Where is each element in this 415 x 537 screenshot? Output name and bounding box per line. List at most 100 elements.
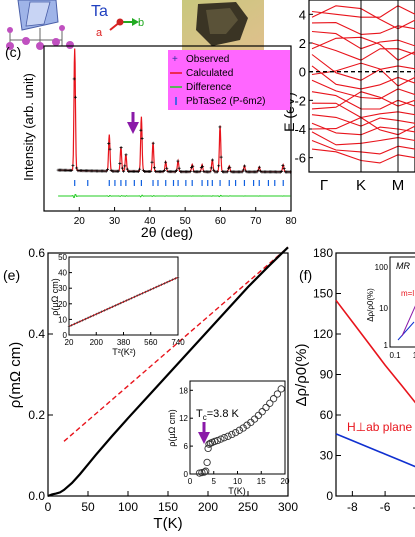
- mr-inset-ytick-10: 10: [379, 304, 388, 313]
- tc-ticks: 0 5 10 15 20 0 6 12 18: [179, 386, 290, 486]
- t2-ytick-label: 20: [58, 300, 67, 309]
- tc-ytick-label: 12: [179, 414, 188, 423]
- t2-data-point: [130, 296, 133, 300]
- tc-data-point: [220, 434, 228, 442]
- xrd-observed-point: [151, 141, 155, 145]
- tc-data-point: [250, 415, 259, 423]
- atom-icon: [6, 42, 14, 50]
- xrd-xticks: 20 30 40 50 60 70 80: [74, 207, 297, 227]
- mr-ytick-label: 90: [320, 368, 334, 382]
- legend-bragg: PbTaSe2 (P-6m2): [186, 96, 265, 107]
- xrd-observed-point: [217, 164, 221, 168]
- t2-data-point: [67, 325, 71, 328]
- mr-xtick-label: -8: [347, 500, 358, 514]
- tc-data-point: [262, 403, 270, 412]
- tc-data-point: [202, 467, 210, 475]
- xrd-observed-point: [150, 160, 154, 164]
- t2-data-point: [95, 312, 98, 316]
- mr-ylabel: Δρ/ρ0(%): [293, 344, 310, 407]
- xrd-observed-point: [165, 167, 169, 171]
- rho-ytick-label: 0.4: [28, 327, 45, 341]
- t2-data-point: [138, 293, 142, 296]
- xrd-observed-point: [212, 168, 216, 172]
- t2-data-point: [125, 299, 128, 302]
- svg-text:+: +: [172, 54, 178, 65]
- xrd-observed-point: [120, 166, 124, 170]
- ta-label: Ta: [91, 3, 108, 20]
- t2-data-point: [133, 295, 136, 299]
- xrd-observed-point: [198, 170, 202, 174]
- t2-data-point: [75, 321, 79, 324]
- axis-a-label: a: [96, 27, 103, 39]
- band-lines: [311, 5, 415, 164]
- mr-ytick-label: 60: [320, 408, 334, 422]
- rho-fit-line: [63, 246, 289, 442]
- t2-ytick-label: 0: [63, 331, 68, 340]
- xrd-observed-point: [228, 165, 232, 169]
- rho-data-line: [47, 246, 289, 498]
- t2-data-point: [160, 283, 163, 286]
- tc-data-point: [211, 437, 219, 446]
- panel-e-label: (e): [3, 267, 20, 283]
- tc-xlabel: T(K): [228, 486, 246, 496]
- atom-icon: [66, 41, 74, 49]
- legend-calculated: Calculated: [186, 68, 233, 79]
- legend-difference: Difference: [186, 82, 232, 93]
- xrd-xtick-label: 40: [144, 216, 156, 227]
- band-line: [311, 5, 415, 18]
- tc-xtick-label: 0: [188, 477, 193, 486]
- panel-a-structure: Ta b a: [6, 0, 144, 50]
- band-line: [311, 148, 415, 164]
- band-line: [311, 65, 415, 90]
- tc-xtick-label: 5: [212, 477, 217, 486]
- xrd-chart: (c) Intensity (arb. unit) 20 30 40 50 60 70 80…: [5, 44, 297, 240]
- xrd-observed-point: [117, 169, 121, 173]
- t2-ylabel: ρ(μΩ cm): [50, 278, 60, 316]
- t2-data-point: [89, 315, 92, 318]
- tc-data-point: [224, 432, 232, 440]
- xrd-xtick-label: 60: [215, 216, 227, 227]
- tc-data-point: [277, 385, 285, 393]
- t2-xtick-label: 380: [117, 338, 131, 347]
- rho-ylabel: ρ(mΩ cm): [7, 342, 24, 408]
- t2-line: [67, 276, 180, 328]
- xrd-observed-point: [139, 128, 143, 132]
- band-xtick-k: K: [356, 177, 366, 194]
- mr-ytick-label: 120: [313, 327, 333, 341]
- xrd-observed-point: [208, 170, 212, 174]
- mr-inset-ytick-1: 1: [384, 341, 389, 350]
- mr-inset: MR 100 10 1 Δρ/ρ0(%) m=l 0.1 1: [366, 256, 415, 360]
- t2-data-point: [155, 285, 158, 289]
- t2-data-point: [171, 278, 174, 281]
- mr-series-line: [335, 433, 415, 468]
- t2-data-point: [163, 282, 166, 285]
- band-ytick-label: -6: [294, 151, 306, 166]
- band-ytick-label: 4: [299, 7, 306, 22]
- band-line: [311, 36, 415, 61]
- mr-inset-title: MR: [396, 261, 410, 271]
- xrd-observed-point: [256, 168, 260, 172]
- xrd-observed-point: [176, 159, 180, 163]
- band-line: [311, 114, 415, 127]
- t2-data-point: [168, 279, 172, 283]
- t2-xtick-label: 20: [65, 338, 74, 347]
- t2-data-point: [92, 314, 95, 317]
- t2-ticks: 20 200 380 560 740 0 10 20 30 40 50: [58, 253, 185, 347]
- xrd-observed-point: [280, 169, 284, 173]
- t2-xtick-label: 560: [144, 338, 158, 347]
- xrd-observed-point: [136, 169, 140, 173]
- crystal-photo: [182, 0, 264, 50]
- tc-ylabel: ρ(μΩ cm): [167, 409, 177, 447]
- mr-ytick-label: 30: [320, 449, 334, 463]
- xrd-observed-point: [122, 169, 126, 173]
- tc-xtick-label: 20: [281, 477, 290, 486]
- t2-data-point: [100, 310, 103, 313]
- rho-ytick-label: 0.0: [28, 489, 45, 503]
- band-line: [311, 122, 415, 136]
- t2-data-point: [141, 292, 144, 295]
- xrd-observed-point: [240, 170, 244, 174]
- xrd-observed-point: [73, 95, 77, 99]
